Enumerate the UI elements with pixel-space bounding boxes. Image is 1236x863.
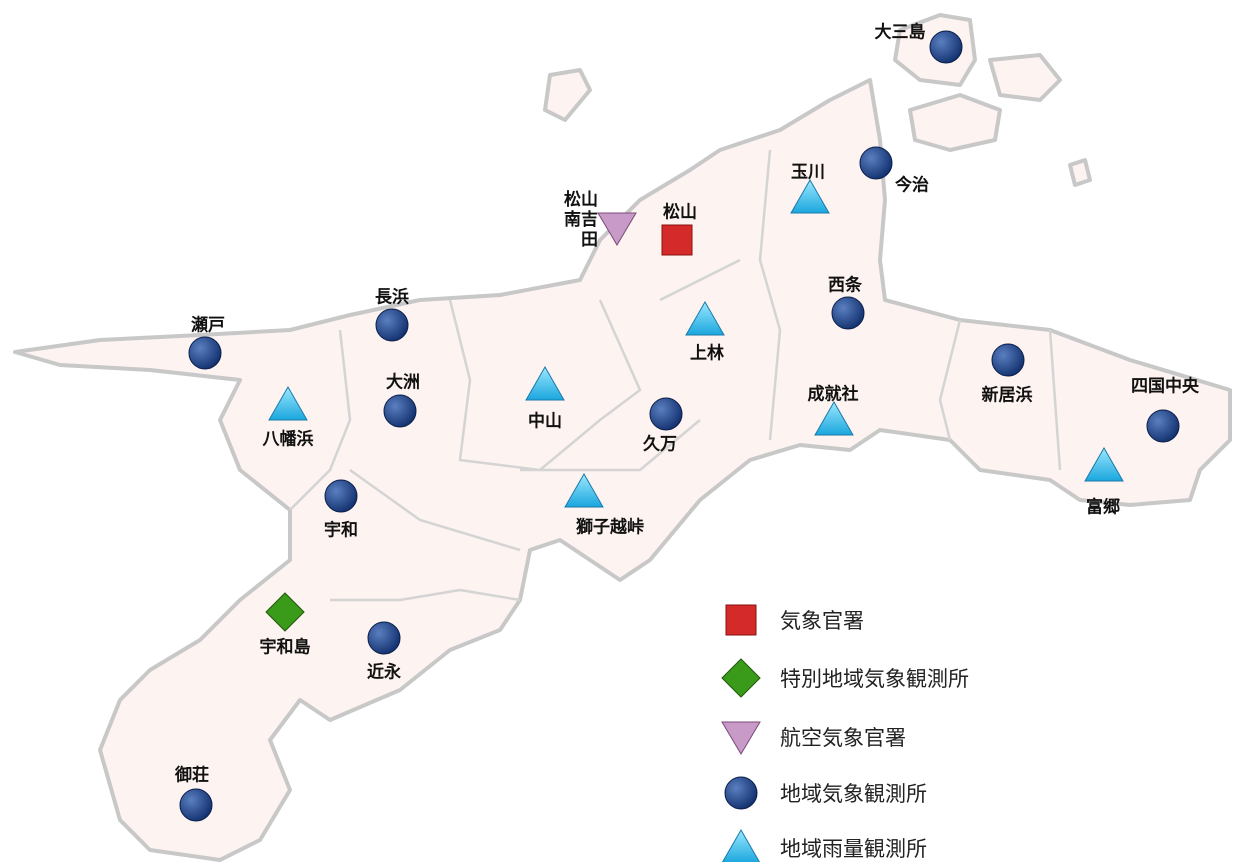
station-marker — [324, 479, 358, 513]
station-label: 瀬戸 — [191, 315, 225, 336]
station-label: 久万 — [643, 434, 677, 455]
legend-label: 気象官署 — [780, 609, 864, 633]
station-label: 近永 — [367, 662, 401, 683]
station-marker — [991, 343, 1025, 377]
station-marker — [831, 296, 865, 330]
station-marker — [814, 400, 854, 436]
legend-marker — [725, 604, 757, 636]
station-label: 長浜 — [375, 287, 409, 308]
station-label: 大三島 — [874, 22, 926, 43]
legend-label: 航空気象官署 — [780, 726, 906, 750]
station-label: 西条 — [828, 275, 862, 296]
legend-label: 地域気象観測所 — [780, 782, 927, 806]
station-label: 松山南吉田 — [564, 190, 598, 250]
station-marker — [383, 394, 417, 428]
station-marker — [265, 592, 305, 632]
station-marker — [929, 30, 963, 64]
station-marker — [661, 224, 693, 256]
station-marker — [685, 300, 725, 336]
legend-marker — [721, 658, 761, 698]
station-marker — [525, 365, 565, 401]
station-label: 上林 — [690, 343, 724, 364]
station-label: 八幡浜 — [262, 429, 314, 450]
station-label: 宇和 — [324, 520, 358, 541]
station-marker — [1146, 409, 1180, 443]
legend-label: 特別地域気象観測所 — [780, 667, 969, 691]
station-label: 大洲 — [386, 372, 420, 393]
legend-marker — [721, 721, 761, 755]
station-marker — [597, 212, 637, 246]
station-marker — [859, 146, 893, 180]
legend-marker — [721, 828, 761, 862]
station-label: 宇和島 — [259, 637, 311, 658]
station-label: 四国中央 — [1131, 376, 1199, 397]
station-label: 富郷 — [1086, 497, 1120, 518]
land — [13, 13, 1232, 862]
station-label: 新居浜 — [981, 385, 1033, 406]
station-marker — [268, 385, 308, 421]
station-label: 玉川 — [791, 162, 825, 183]
station-marker — [179, 788, 213, 822]
legend-label: 地域雨量観測所 — [780, 837, 927, 861]
station-label: 御荘 — [175, 765, 209, 786]
station-label: 今治 — [895, 175, 929, 196]
station-marker — [790, 178, 830, 214]
station-label: 中山 — [528, 411, 562, 432]
station-marker — [367, 621, 401, 655]
boundaries — [289, 149, 1062, 602]
station-label: 獅子越峠 — [576, 517, 644, 538]
station-label: 成就社 — [807, 384, 859, 405]
station-marker — [188, 336, 222, 370]
legend-marker — [724, 776, 758, 810]
station-marker — [649, 397, 683, 431]
station-marker — [564, 472, 604, 508]
station-label: 松山 — [663, 202, 697, 223]
station-marker — [1084, 446, 1124, 482]
station-marker — [375, 308, 409, 342]
